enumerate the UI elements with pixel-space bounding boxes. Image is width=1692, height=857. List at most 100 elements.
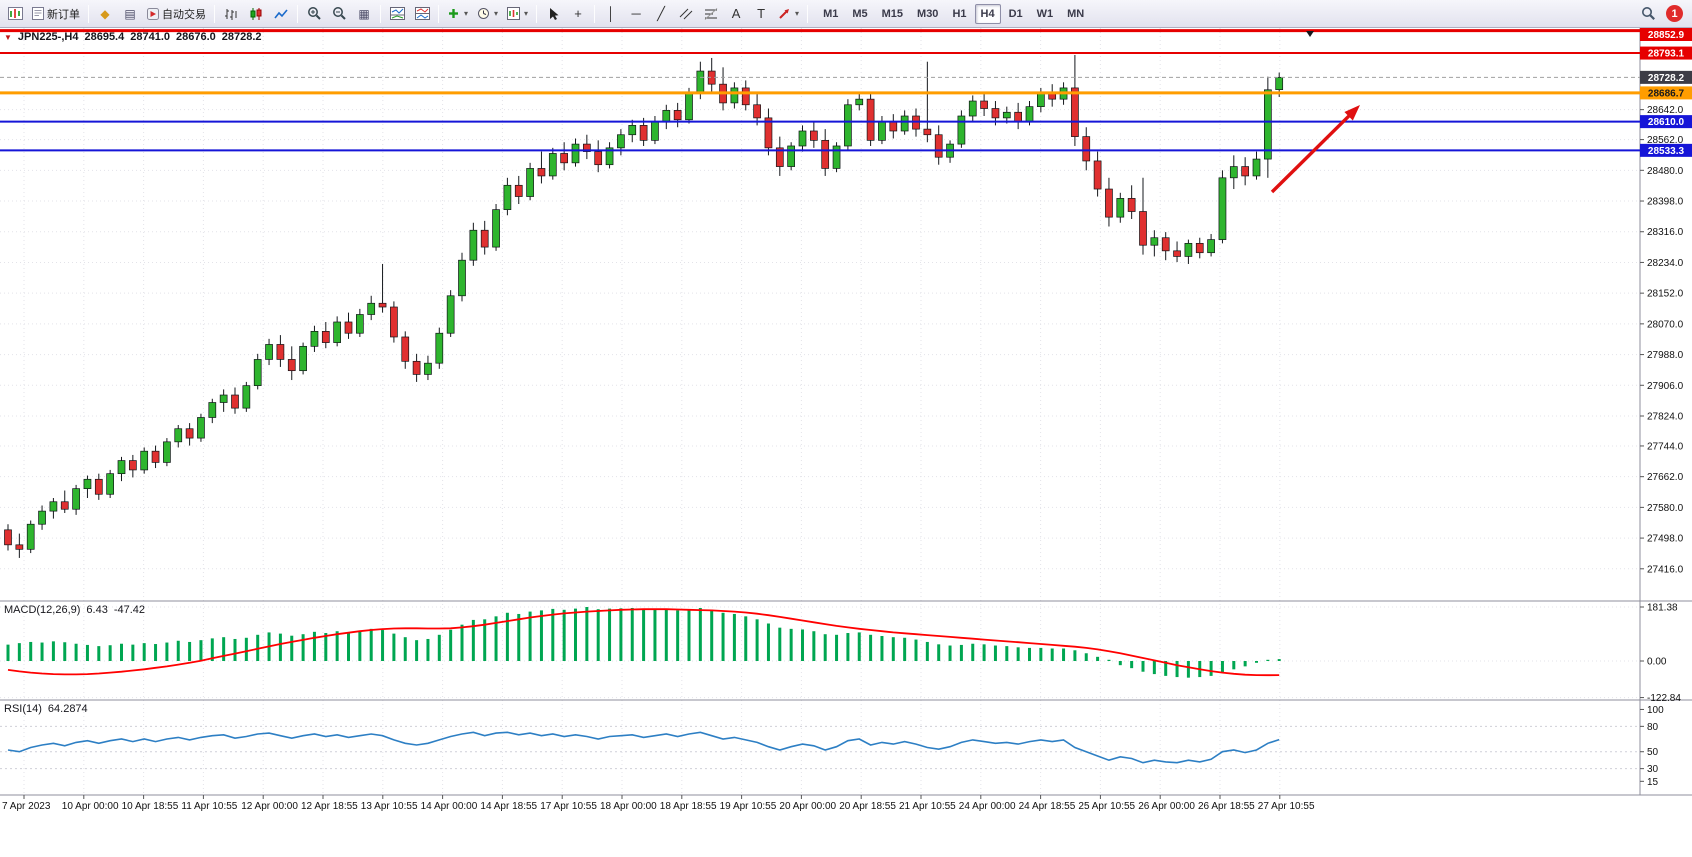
candlestick-chart-icon (250, 7, 262, 20)
label-button[interactable]: T (749, 3, 773, 25)
price-axis[interactable] (1641, 28, 1692, 795)
channel-button[interactable] (674, 3, 698, 25)
line-chart-icon (274, 8, 288, 18)
svg-text:26 Apr 18:55: 26 Apr 18:55 (1198, 801, 1255, 812)
svg-text:10 Apr 18:55: 10 Apr 18:55 (122, 801, 179, 812)
zoom-out-button[interactable] (327, 3, 351, 25)
svg-text:20 Apr 00:00: 20 Apr 00:00 (779, 801, 836, 812)
tile-windows-button[interactable]: ▦ (352, 3, 376, 25)
bar-chart-icon (225, 8, 237, 20)
new-order-button[interactable]: 新订单 (28, 3, 84, 25)
add-indicator-button[interactable]: ▾ (443, 3, 472, 25)
template-button[interactable]: ▾ (503, 3, 532, 25)
timeframe-button-h1[interactable]: H1 (946, 4, 972, 24)
svg-text:12 Apr 00:00: 12 Apr 00:00 (241, 801, 298, 812)
bar-chart-button[interactable] (219, 3, 243, 25)
zoom-out-icon (332, 7, 346, 20)
svg-text:27988.0: 27988.0 (1647, 350, 1684, 361)
chevron-down-icon: ▾ (795, 9, 800, 18)
svg-text:27 Apr 10:55: 27 Apr 10:55 (1258, 801, 1315, 812)
toolbar-right-group: 1 (1636, 3, 1689, 25)
timeframe-button-m30[interactable]: M30 (911, 4, 944, 24)
timeframe-button-w1[interactable]: W1 (1031, 4, 1060, 24)
timeframe-button-m5[interactable]: M5 (846, 4, 873, 24)
time-axis[interactable] (0, 795, 1640, 815)
new-chart-button[interactable] (3, 3, 27, 25)
autotrading-button[interactable]: 自动交易 (143, 3, 210, 25)
indicator-list-button[interactable] (410, 3, 434, 25)
zoom-in-button[interactable] (302, 3, 326, 25)
svg-text:12 Apr 18:55: 12 Apr 18:55 (301, 801, 358, 812)
arrows-button[interactable]: ▾ (774, 3, 803, 25)
rsi-pane[interactable] (0, 700, 1640, 795)
fibonacci-button[interactable] (699, 3, 723, 25)
timeframe-button-m15[interactable]: M15 (876, 4, 909, 24)
svg-text:28480.0: 28480.0 (1647, 166, 1684, 177)
toolbar-separator (536, 4, 538, 23)
svg-text:15: 15 (1647, 777, 1659, 788)
svg-text:28316.0: 28316.0 (1647, 227, 1684, 238)
svg-text:21 Apr 10:55: 21 Apr 10:55 (899, 801, 956, 812)
market-watch-button[interactable]: ◆ (93, 3, 117, 25)
fibonacci-icon (704, 7, 718, 20)
candlestick-chart-button[interactable] (244, 3, 268, 25)
svg-text:28793.1: 28793.1 (1648, 49, 1685, 60)
crosshair-button[interactable]: + (566, 3, 590, 25)
svg-text:28152.0: 28152.0 (1647, 289, 1684, 300)
market-watch-icon: ◆ (100, 6, 110, 21)
chart-canvas[interactable]: 28642.0 28562.0 28480.0 28398.0 28316.0 28234… (0, 28, 1692, 857)
toolbar: 新订单 ◆ ▤ 自动交易 ▦ ▾ ▾ ▾ + (0, 0, 1692, 28)
timeframe-group: M1 M5 M15 M30 H1 H4 D1 W1 MN (816, 3, 1091, 24)
svg-text:0.00: 0.00 (1647, 657, 1667, 668)
toolbar-separator (594, 4, 596, 23)
svg-text:24 Apr 00:00: 24 Apr 00:00 (959, 801, 1016, 812)
indicator-window-button[interactable] (385, 3, 409, 25)
svg-text:27824.0: 27824.0 (1647, 411, 1684, 422)
svg-text:100: 100 (1647, 705, 1664, 716)
search-button[interactable] (1636, 3, 1660, 25)
rsi-value: 64.2874 (47, 703, 88, 715)
chevron-down-icon: ▾ (524, 9, 529, 18)
period-button[interactable]: ▾ (473, 3, 502, 25)
macd-label: MACD(12,26,9) 6.43 -47.42 (4, 604, 145, 616)
navigator-icon: ▤ (124, 6, 136, 21)
text-button[interactable]: A (724, 3, 748, 25)
svg-text:7 Apr 2023: 7 Apr 2023 (2, 801, 51, 812)
timeframe-button-m1[interactable]: M1 (817, 4, 844, 24)
period-clock-icon (478, 8, 490, 19)
navigator-button[interactable]: ▤ (118, 3, 142, 25)
indicator-list-icon (414, 7, 430, 20)
svg-text:18 Apr 18:55: 18 Apr 18:55 (660, 801, 717, 812)
svg-text:28533.3: 28533.3 (1648, 146, 1685, 157)
svg-text:26 Apr 00:00: 26 Apr 00:00 (1138, 801, 1195, 812)
svg-text:181.38: 181.38 (1647, 603, 1678, 614)
notification-badge[interactable]: 1 (1666, 5, 1683, 22)
timeframe-button-h4[interactable]: H4 (974, 3, 1001, 24)
horizontal-line-button[interactable]: ─ (624, 3, 648, 25)
svg-text:28610.0: 28610.0 (1648, 117, 1685, 128)
svg-text:28070.0: 28070.0 (1647, 319, 1684, 330)
toolbar-separator (297, 4, 298, 23)
autotrading-icon (147, 7, 159, 20)
vertical-line-button[interactable]: │ (599, 3, 623, 25)
cursor-button[interactable] (541, 3, 565, 25)
macd-pane[interactable] (0, 601, 1640, 700)
timeframe-button-mn[interactable]: MN (1061, 4, 1090, 24)
macd-name: MACD(12,26,9) (4, 604, 81, 616)
chart-symbol-period: JPN225-,H4 (17, 31, 79, 43)
svg-text:30: 30 (1647, 764, 1659, 775)
horizontal-line-icon: ─ (631, 6, 641, 21)
new-order-icon (32, 7, 44, 20)
channel-icon (679, 8, 693, 19)
timeframe-button-d1[interactable]: D1 (1003, 4, 1029, 24)
svg-text:-122.84: -122.84 (1647, 693, 1681, 704)
text-icon: A (731, 6, 741, 21)
chart-title: ▼ JPN225-,H4 28695.4 28741.0 28676.0 287… (4, 31, 262, 43)
svg-text:11 Apr 10:55: 11 Apr 10:55 (181, 801, 237, 812)
rsi-label: RSI(14) 64.2874 (4, 703, 88, 715)
trendline-button[interactable]: ╱ (649, 3, 673, 25)
line-chart-button[interactable] (269, 3, 293, 25)
zoom-in-icon (307, 7, 321, 20)
toolbar-separator (438, 4, 439, 23)
price-open: 28695.4 (84, 31, 125, 43)
